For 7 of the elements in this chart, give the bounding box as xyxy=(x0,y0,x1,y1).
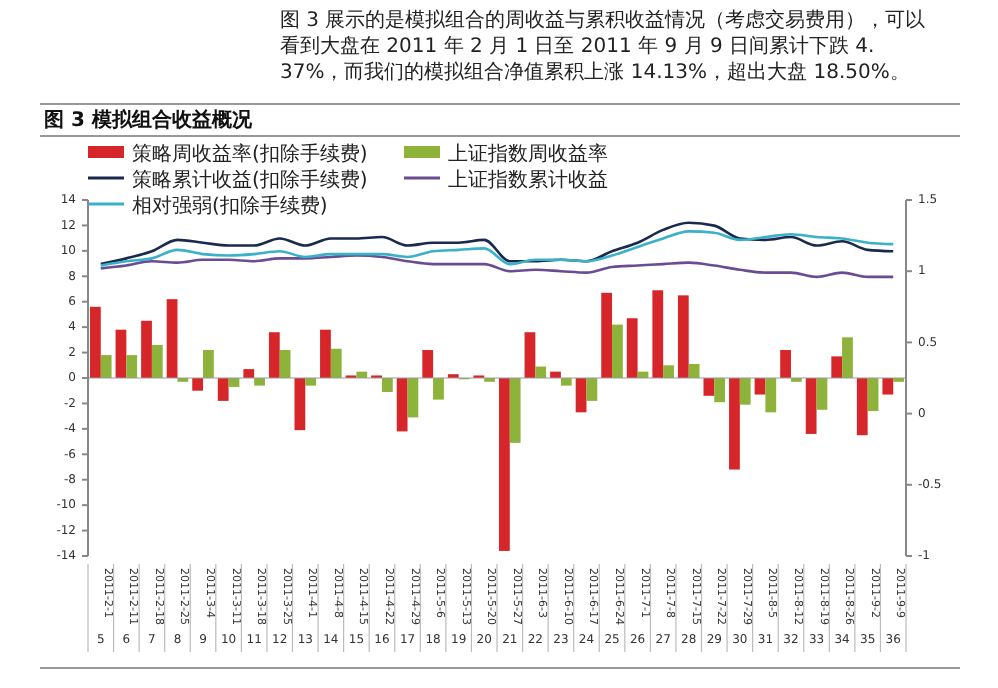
legend-label: 上证指数累计收益 xyxy=(448,168,608,192)
legend-label: 相对强弱(扣除手续费) xyxy=(132,194,328,218)
caption: 图 3 展示的是模拟组合的周收益与累积收益情况（考虑交易费用），可以看到大盘在 2011 年 2 月 1 日至 2011 年 9 月 9 日间累计下跌 4.37%，而我们的模拟组合净值累积上涨 14.13%，超出大盘 18.50%。 xyxy=(280,8,926,84)
legend-label: 策略周收益率(扣除手续费) xyxy=(132,142,368,166)
legend-label: 上证指数周收益率 xyxy=(448,142,608,166)
legend-label: 策略累计收益(扣除手续费) xyxy=(132,168,368,192)
chart-title: 图 3 模拟组合收益概况 xyxy=(44,108,254,132)
